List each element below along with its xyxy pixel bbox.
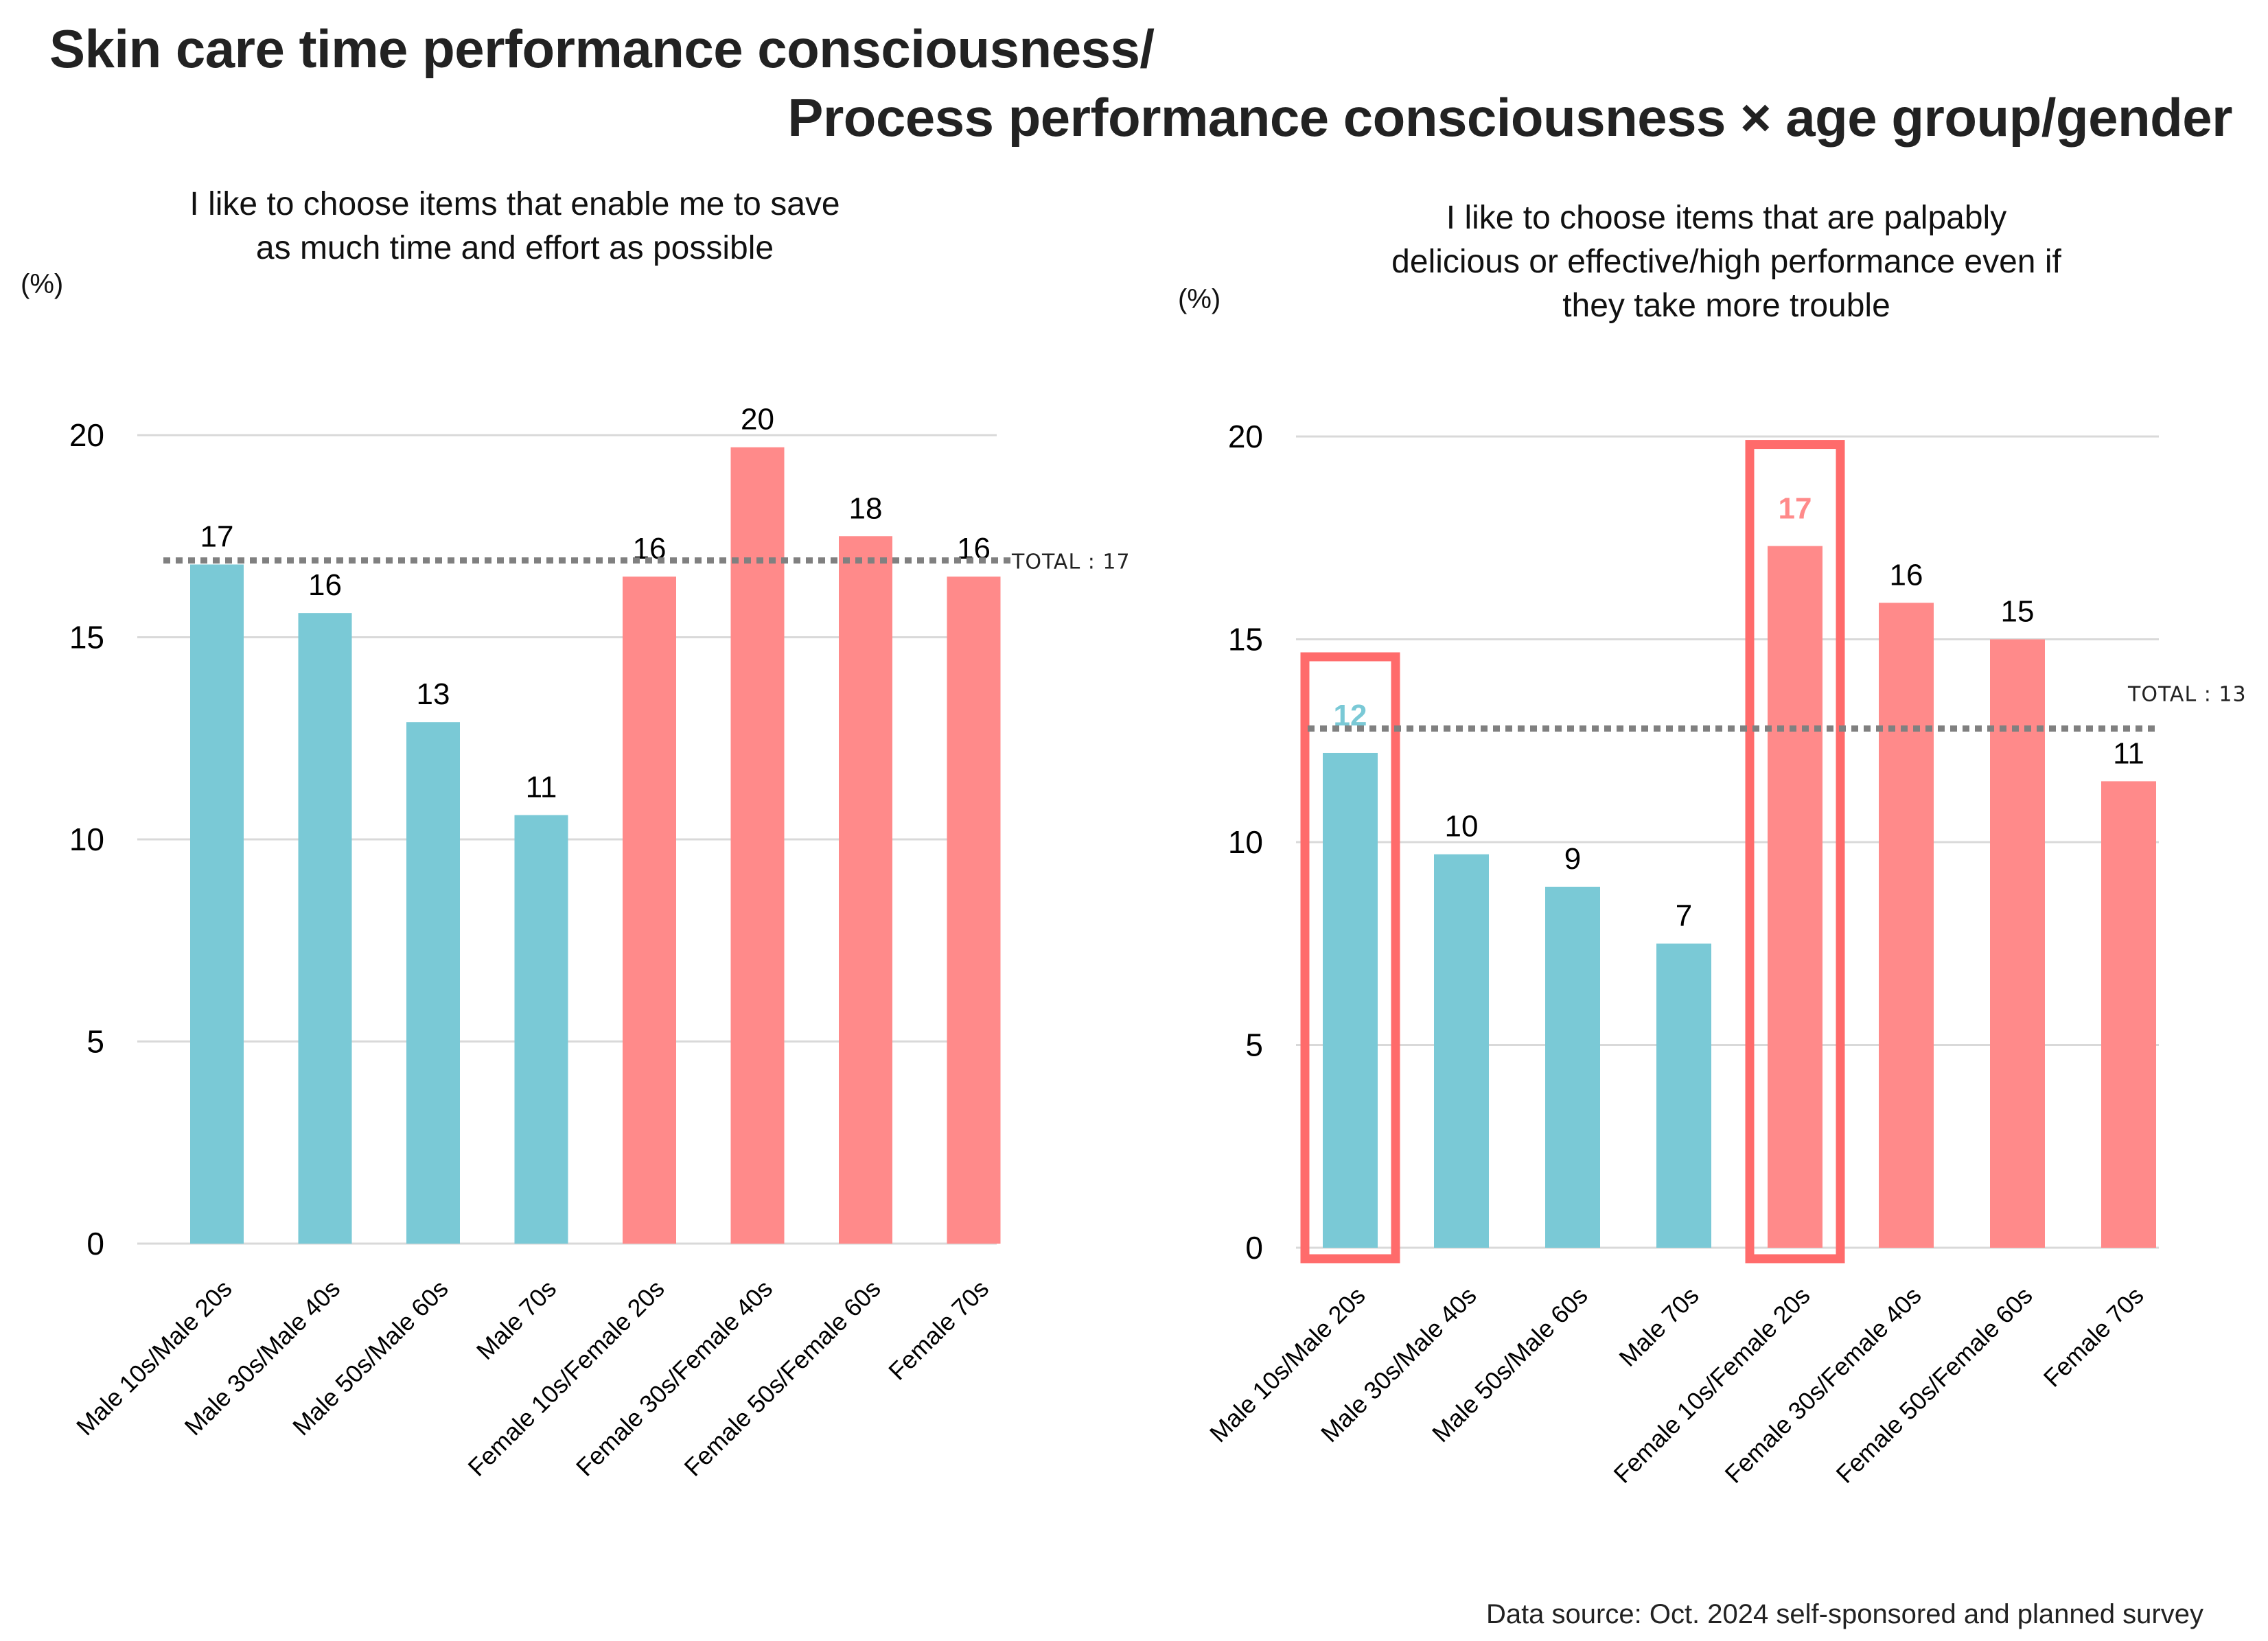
right-bar-7 xyxy=(1990,639,2045,1248)
right-y-tick-label: 5 xyxy=(1245,1027,1263,1063)
left-x-category-label: Male 70s xyxy=(471,1275,562,1365)
right-bar-8 xyxy=(2101,781,2156,1248)
left-data-label: 20 xyxy=(741,403,774,437)
right-y-tick-label: 15 xyxy=(1228,622,1263,657)
chart-title-line-1: Skin care time performance consciousness… xyxy=(49,19,1155,79)
left-bar-7 xyxy=(839,536,892,1244)
chart-title-line-2: Process performance consciousness × age … xyxy=(787,87,2232,148)
right-subtitle-line: I like to choose items that are palpably xyxy=(1446,200,2007,236)
left-y-tick-label: 5 xyxy=(86,1024,104,1060)
right-data-label: 7 xyxy=(1676,899,1692,933)
right-bar-4 xyxy=(1656,943,1711,1248)
right-y-tick-label: 0 xyxy=(1245,1230,1263,1266)
left-bar-8 xyxy=(947,577,1001,1244)
left-x-category-label: Female 50s/Female 60s xyxy=(679,1275,886,1482)
right-data-label: 15 xyxy=(2001,595,2035,629)
right-bar-1 xyxy=(1323,752,1378,1248)
right-y-axis-unit: (%) xyxy=(1178,284,1221,314)
right-data-label: 16 xyxy=(1890,558,1923,592)
left-bar-3 xyxy=(406,722,460,1244)
right-data-label: 9 xyxy=(1564,842,1581,876)
left-data-label: 17 xyxy=(200,520,234,553)
right-x-category-label: Female 10s/Female 20s xyxy=(1608,1281,1816,1489)
right-chart-subtitle: I like to choose items that are palpably… xyxy=(1201,196,2252,328)
right-data-label: 17 xyxy=(1779,492,1812,526)
right-subtitle-line: they take more trouble xyxy=(1562,288,1890,324)
left-bar-6 xyxy=(730,447,785,1244)
right-x-category-label: Female 30s/Female 40s xyxy=(1720,1281,1927,1489)
left-data-label: 16 xyxy=(308,568,342,602)
data-source-note: Data source: Oct. 2024 self-sponsored an… xyxy=(1485,1599,2203,1629)
right-subtitle-line: delicious or effective/high performance … xyxy=(1391,244,2061,280)
left-data-label: 18 xyxy=(849,491,883,525)
right-bar-2 xyxy=(1434,854,1489,1248)
left-y-tick-label: 0 xyxy=(86,1226,104,1261)
left-bar-1 xyxy=(190,564,244,1244)
right-bar-6 xyxy=(1879,603,1934,1248)
right-y-tick-label: 10 xyxy=(1228,824,1263,860)
left-bar-5 xyxy=(623,577,676,1244)
left-data-label: 13 xyxy=(417,677,450,711)
left-bar-4 xyxy=(514,815,568,1244)
right-bar-5 xyxy=(1768,546,1822,1248)
left-total-label: TOTAL : 17 xyxy=(1011,550,1131,574)
right-data-label: 11 xyxy=(2113,736,2144,770)
left-y-tick-label: 10 xyxy=(69,822,104,857)
right-y-tick-label: 20 xyxy=(1228,419,1263,454)
right-bar-3 xyxy=(1545,887,1600,1248)
left-subtitle-line: as much time and effort as possible xyxy=(255,230,774,266)
left-x-category-label: Female 10s/Female 20s xyxy=(463,1275,670,1482)
right-highlight-box xyxy=(1300,652,1400,1264)
left-subtitle-line: I like to choose items that enable me to… xyxy=(189,186,840,222)
left-chart-subtitle: I like to choose items that enable me to… xyxy=(69,183,961,270)
left-bar-2 xyxy=(298,613,352,1244)
left-y-tick-label: 20 xyxy=(69,417,104,453)
right-x-category-label: Female 70s xyxy=(2038,1281,2149,1393)
right-highlight-box xyxy=(1745,440,1845,1264)
left-x-category-label: Female 30s/Female 40s xyxy=(570,1275,778,1482)
left-data-label: 11 xyxy=(526,771,557,804)
right-data-label: 10 xyxy=(1445,810,1479,843)
right-x-category-label: Female 50s/Female 60s xyxy=(1831,1281,2038,1489)
left-y-tick-label: 15 xyxy=(69,620,104,655)
right-total-label: TOTAL : 13 xyxy=(2127,683,2247,707)
left-y-axis-unit: (%) xyxy=(21,269,64,299)
left-x-category-label: Female 70s xyxy=(883,1275,994,1386)
right-x-category-label: Male 70s xyxy=(1613,1281,1704,1372)
